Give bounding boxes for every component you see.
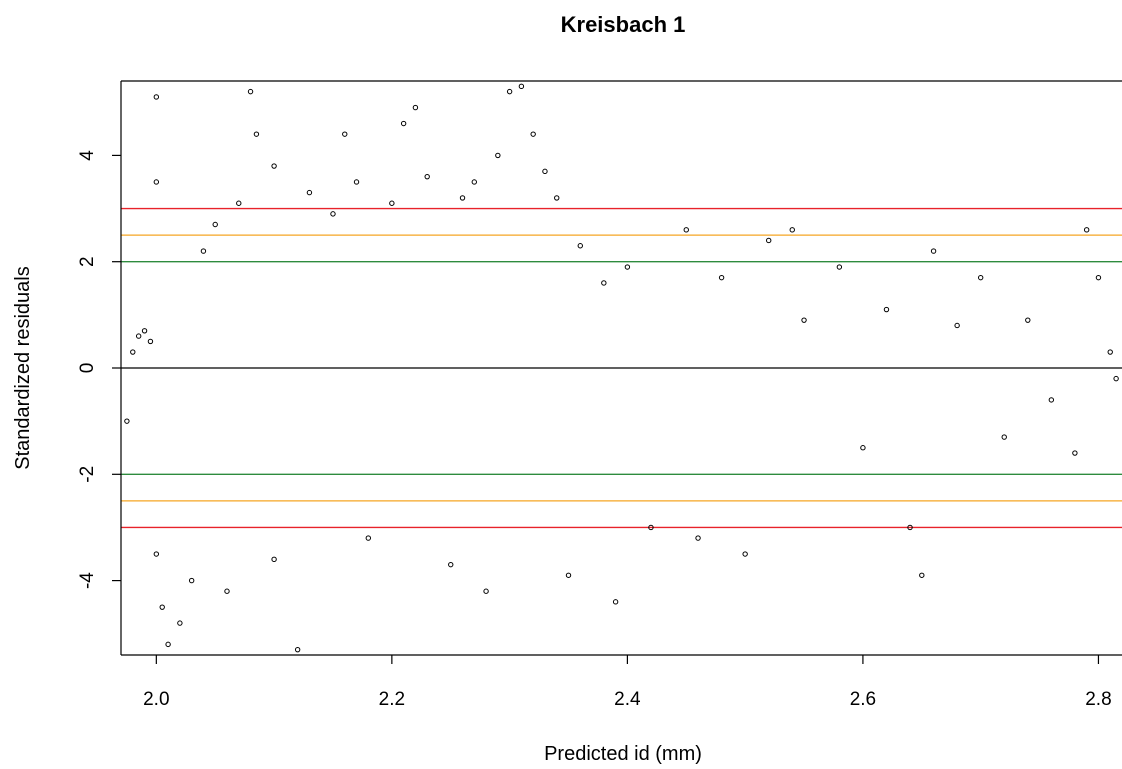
data-point bbox=[1001, 434, 1007, 440]
data-point bbox=[253, 131, 260, 137]
data-point bbox=[188, 577, 195, 584]
data-point bbox=[530, 131, 536, 137]
data-point bbox=[200, 248, 207, 254]
data-point bbox=[1113, 375, 1119, 382]
data-point bbox=[135, 333, 142, 339]
data-point bbox=[1107, 349, 1113, 355]
data-point bbox=[271, 556, 277, 563]
data-point bbox=[1083, 227, 1090, 233]
data-point bbox=[766, 237, 772, 244]
data-point bbox=[742, 551, 748, 557]
data-point bbox=[1048, 397, 1055, 403]
y-tick-label: 0 bbox=[77, 363, 98, 374]
data-point bbox=[236, 200, 242, 206]
data-points bbox=[124, 83, 1119, 653]
data-point bbox=[506, 88, 513, 95]
data-point bbox=[365, 535, 372, 541]
y-tick-label: -4 bbox=[77, 572, 98, 589]
data-point bbox=[695, 535, 701, 541]
data-point bbox=[159, 604, 165, 610]
data-point bbox=[471, 179, 477, 185]
x-tick-label: 2.6 bbox=[850, 689, 876, 710]
data-point bbox=[836, 264, 843, 270]
data-point bbox=[883, 306, 890, 313]
reference-lines bbox=[121, 207, 1122, 529]
data-point bbox=[930, 248, 937, 254]
data-point bbox=[542, 168, 548, 175]
data-point bbox=[147, 338, 154, 345]
data-point bbox=[919, 572, 925, 578]
data-point bbox=[224, 588, 230, 594]
data-point bbox=[177, 620, 183, 626]
data-point bbox=[130, 349, 136, 355]
data-point bbox=[577, 243, 583, 249]
data-point bbox=[483, 588, 489, 594]
data-point bbox=[954, 322, 960, 329]
data-point bbox=[518, 83, 525, 90]
data-point bbox=[212, 221, 218, 228]
data-point bbox=[342, 131, 348, 137]
x-tick-label: 2.2 bbox=[379, 689, 405, 710]
data-point bbox=[424, 173, 430, 180]
data-point bbox=[448, 561, 454, 568]
data-point bbox=[907, 524, 913, 531]
data-point bbox=[977, 274, 984, 281]
data-point bbox=[718, 274, 725, 281]
data-point bbox=[554, 195, 560, 201]
data-point bbox=[648, 524, 654, 531]
data-point bbox=[565, 572, 572, 578]
y-tick-label: -2 bbox=[77, 466, 98, 483]
data-point bbox=[306, 189, 313, 196]
data-point bbox=[247, 88, 254, 95]
data-point bbox=[801, 317, 807, 323]
x-axis: 2.0 2.2 2.4 2.6 2.8 bbox=[143, 655, 1112, 710]
x-tick-label: 2.8 bbox=[1085, 689, 1111, 710]
data-point bbox=[124, 418, 130, 424]
y-axis-label: Standardized residuals bbox=[12, 266, 34, 469]
y-axis: -4 -2 0 2 4 bbox=[77, 150, 121, 589]
data-point bbox=[495, 152, 501, 159]
data-point bbox=[1025, 317, 1031, 323]
data-point bbox=[400, 120, 407, 127]
y-tick-label: 4 bbox=[77, 150, 98, 161]
data-point bbox=[153, 551, 160, 557]
data-point bbox=[860, 445, 866, 451]
data-point bbox=[412, 104, 419, 111]
data-point bbox=[612, 599, 619, 605]
data-point bbox=[789, 227, 795, 233]
x-tick-label: 2.0 bbox=[143, 689, 169, 710]
data-point bbox=[389, 200, 395, 206]
y-tick-label: 2 bbox=[77, 256, 98, 267]
chart-title: Kreisbach 1 bbox=[561, 12, 686, 37]
x-axis-label: Predicted id (mm) bbox=[544, 743, 702, 765]
data-point bbox=[1095, 274, 1102, 281]
data-point bbox=[271, 163, 277, 169]
data-point bbox=[624, 264, 631, 270]
data-point bbox=[294, 646, 301, 653]
data-point bbox=[459, 195, 466, 201]
data-point bbox=[330, 211, 336, 217]
x-tick-label: 2.4 bbox=[614, 689, 641, 710]
data-point bbox=[165, 641, 171, 648]
data-point bbox=[1072, 450, 1078, 456]
data-point bbox=[601, 280, 607, 286]
data-point bbox=[153, 179, 160, 185]
data-point bbox=[683, 227, 689, 233]
data-point bbox=[141, 328, 148, 334]
data-point bbox=[353, 179, 360, 185]
data-point bbox=[153, 94, 160, 100]
plot-area bbox=[120, 80, 1122, 656]
